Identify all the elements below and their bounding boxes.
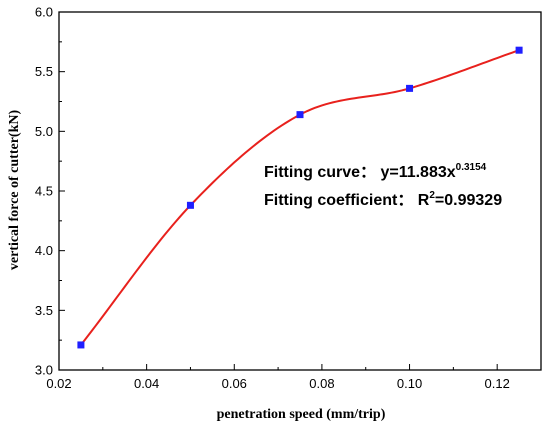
data-points-layer xyxy=(77,46,523,349)
data-point xyxy=(186,201,194,209)
y-tick-label: 5.5 xyxy=(35,64,53,79)
data-point xyxy=(296,111,304,119)
fit-equation-prefix: Fitting curve： y=11.883x xyxy=(264,164,456,181)
x-tick-label: 0.10 xyxy=(397,376,422,391)
x-tick-label: 0.12 xyxy=(485,376,510,391)
y-tick-label: 6.0 xyxy=(35,5,53,20)
y-tick-label: 4.0 xyxy=(35,243,53,258)
y-tick-labels: 3.0 3.5 4.0 4.5 5.0 5.5 6.0 xyxy=(35,5,53,378)
y-tick-label: 3.0 xyxy=(35,363,53,378)
y-tick-label: 3.5 xyxy=(35,303,53,318)
fit-coefficient-prefix: Fitting coefficient： R xyxy=(264,192,430,209)
data-point xyxy=(406,84,414,92)
fit-coefficient-annotation: Fitting coefficient： R2=0.99329 xyxy=(264,190,502,209)
x-tick-label: 0.08 xyxy=(309,376,334,391)
y-axis-title: vertical force of cutter(kN) xyxy=(7,110,22,271)
x-tick-labels: 0.02 0.04 0.06 0.08 0.10 0.12 xyxy=(46,376,509,391)
ticks-layer xyxy=(58,11,498,371)
data-point xyxy=(77,341,85,349)
plot-frame xyxy=(58,11,542,371)
y-tick-label: 5.0 xyxy=(35,124,53,139)
x-tick-label: 0.04 xyxy=(134,376,159,391)
x-tick-label: 0.02 xyxy=(46,376,71,391)
fit-equation-exponent: 0.3154 xyxy=(456,162,487,173)
fit-coefficient-superscript: 2 xyxy=(429,190,435,201)
y-tick-label: 4.5 xyxy=(35,184,53,199)
fit-coefficient-value: =0.99329 xyxy=(435,192,502,209)
data-point xyxy=(515,46,523,54)
x-tick-label: 0.06 xyxy=(222,376,247,391)
fit-equation-annotation: Fitting curve： y=11.883x0.3154 xyxy=(264,162,487,181)
x-axis-title: penetration speed (mm/trip) xyxy=(217,407,386,422)
